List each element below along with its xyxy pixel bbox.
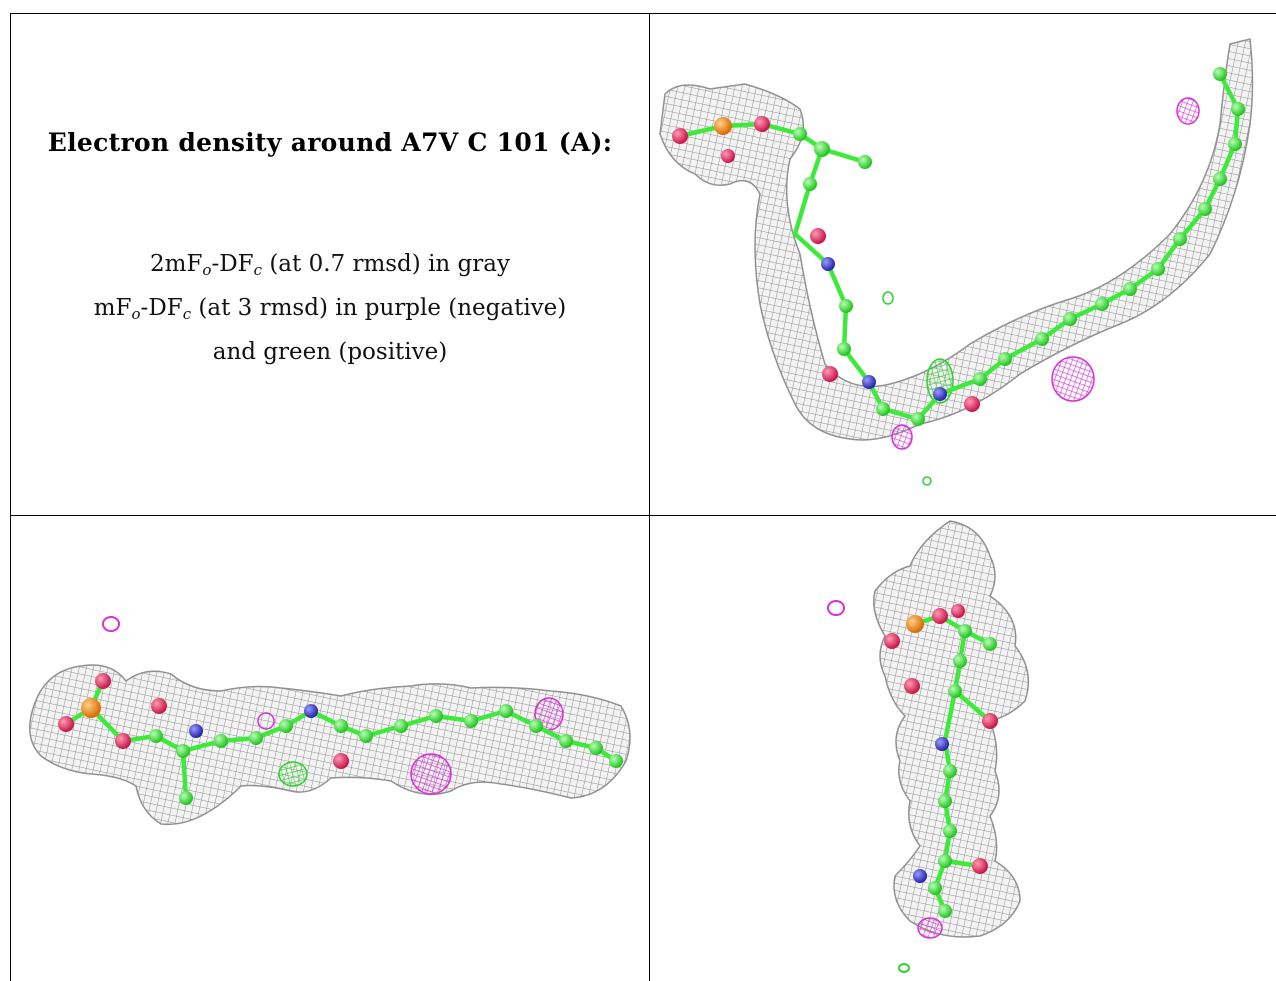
- ligand-model: [672, 67, 1245, 426]
- difference-peaks: [827, 600, 943, 973]
- table-border-top: [10, 13, 1276, 14]
- negative-peak-2: [410, 753, 452, 795]
- negative-peak-2: [1051, 356, 1095, 402]
- negative-peak-2: [917, 917, 943, 939]
- caption-cell: Electron density around A7V C 101 (A): 2…: [10, 13, 650, 515]
- ligand-model: [884, 604, 998, 918]
- density-mesh-icon: [29, 664, 631, 826]
- caption-legend: 2mFo-DFc (at 0.7 rmsd) in gray mFo-DFc (…: [10, 245, 650, 371]
- table-border-middle-horizontal: [10, 515, 1276, 516]
- table-border-left: [10, 13, 11, 981]
- caption-title: Electron density around A7V C 101 (A):: [47, 128, 613, 157]
- negative-peak-1: [827, 600, 845, 616]
- density-mesh-icon: [659, 38, 1254, 441]
- ligand-model: [58, 673, 623, 805]
- legend-line-2fo: 2mFo-DFc (at 0.7 rmsd) in gray: [150, 251, 510, 279]
- negative-peak-1: [1176, 97, 1200, 125]
- negative-peak-4: [257, 712, 275, 730]
- negative-peak-3: [891, 424, 913, 450]
- legend-line-colors: and green (positive): [212, 339, 448, 365]
- view-bottom-right: [827, 520, 1030, 973]
- difference-peaks: [102, 616, 564, 795]
- view-top-right: [659, 38, 1254, 486]
- negative-peak-1: [102, 616, 120, 632]
- density-mesh-icon: [873, 520, 1030, 938]
- view-bottom-left: [29, 616, 631, 826]
- positive-peak-2: [882, 291, 894, 305]
- legend-line-fo: mFo-DFc (at 3 rmsd) in purple (negative): [93, 295, 567, 323]
- positive-peak-3: [922, 476, 932, 486]
- positive-peak-1: [278, 761, 308, 787]
- positive-peak-1: [898, 963, 910, 973]
- table-border-middle-vertical: [649, 13, 650, 981]
